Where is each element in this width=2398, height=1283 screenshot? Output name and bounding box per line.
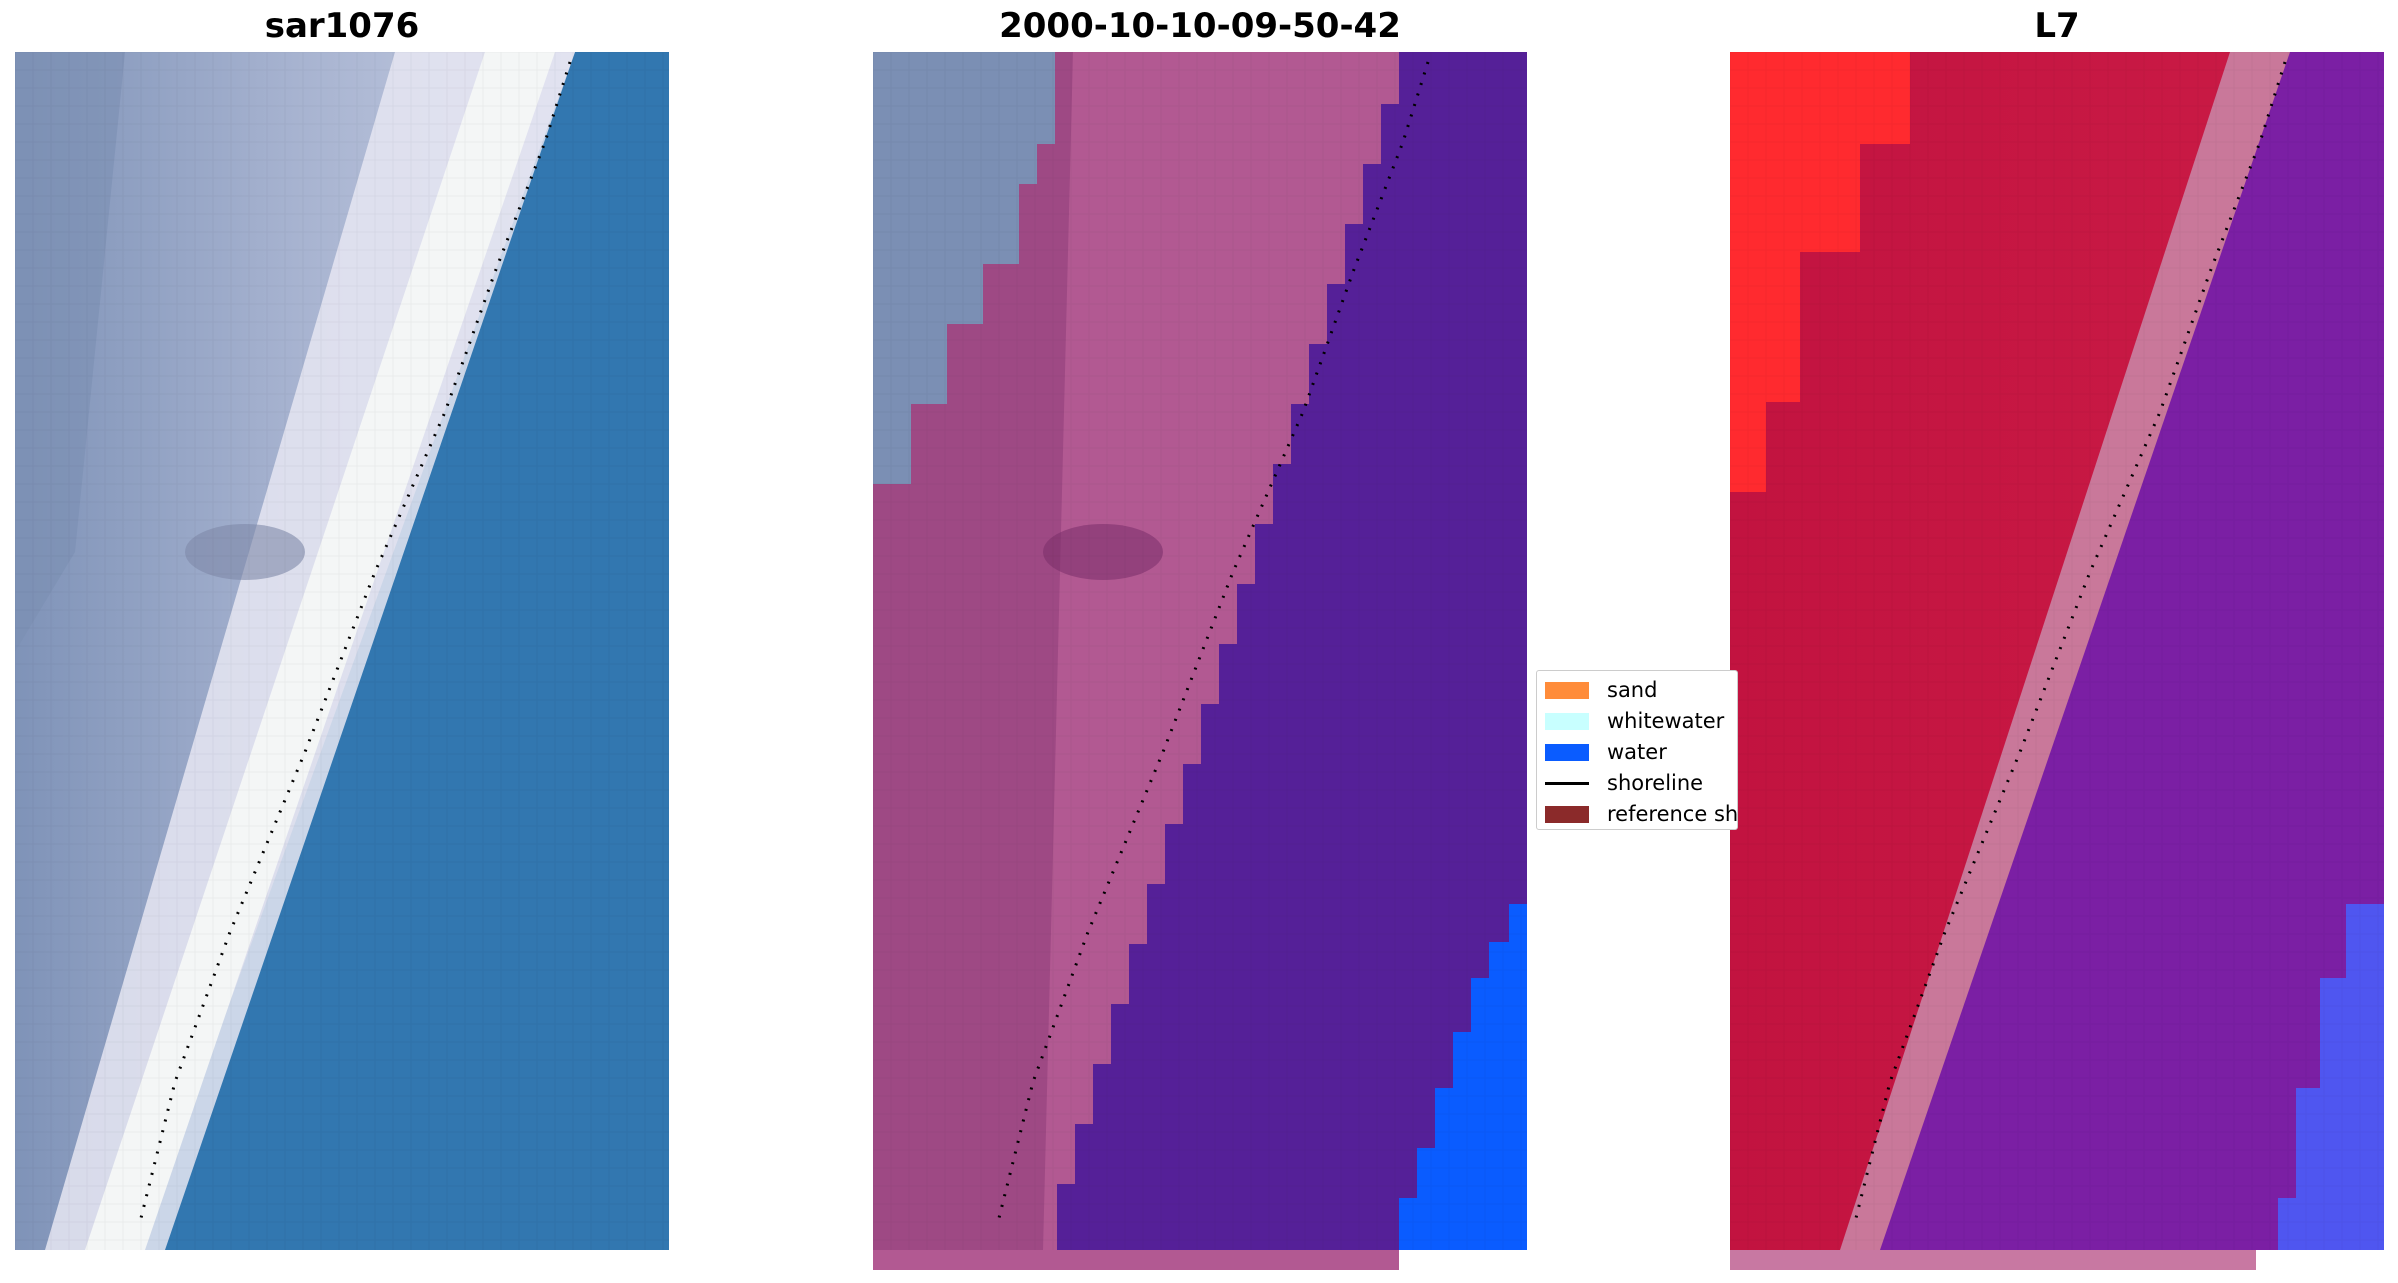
rgb-image xyxy=(15,52,669,1250)
whitewater-swatch xyxy=(1545,712,1589,730)
legend-label: reference sh xyxy=(1607,802,1738,826)
legend-item-reference-shoreline: reference sh xyxy=(1545,801,1738,827)
legend-label: water xyxy=(1607,740,1667,764)
classification-panel xyxy=(873,52,1527,1270)
legend-label: shoreline xyxy=(1607,771,1704,795)
satellite-image xyxy=(1730,52,2384,1270)
legend-label: sand xyxy=(1607,678,1658,702)
shoreline-swatch xyxy=(1545,781,1589,785)
classification-image xyxy=(873,52,1527,1270)
panel-title-satellite: L7 xyxy=(2034,6,2080,46)
legend-item-shoreline: shoreline xyxy=(1545,770,1703,796)
water-swatch xyxy=(1545,743,1589,761)
legend: sand whitewater water shoreline referenc… xyxy=(1536,670,1738,830)
legend-label: whitewater xyxy=(1607,709,1725,733)
sand-swatch xyxy=(1545,681,1589,699)
panel-title-classification: 2000-10-10-09-50-42 xyxy=(999,6,1401,46)
panel-title-rgb: sar1076 xyxy=(264,6,420,46)
rgb-image-panel xyxy=(15,52,669,1250)
satellite-panel xyxy=(1730,52,2384,1270)
legend-item-whitewater: whitewater xyxy=(1545,708,1724,734)
reference-shoreline-swatch xyxy=(1545,805,1589,823)
legend-item-water: water xyxy=(1545,739,1667,765)
legend-item-sand: sand xyxy=(1545,677,1657,703)
